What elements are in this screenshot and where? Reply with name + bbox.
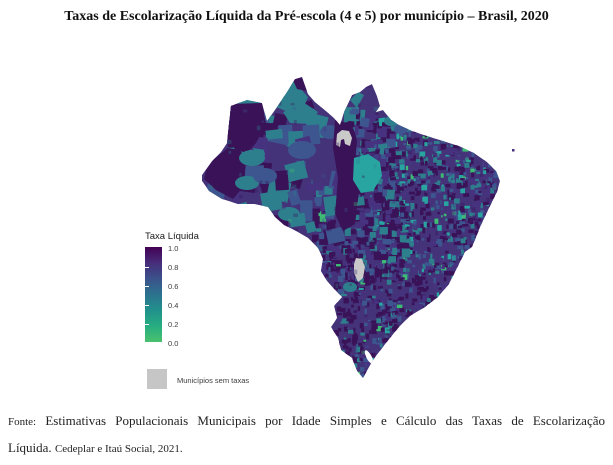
source-credit: Cedeplar e Itaú Social, 2021. [54,443,183,455]
legend-tick-label: 0.6 [168,282,179,291]
source-text: Estimativas Populacionais Municipais por… [45,413,605,428]
legend-tick-mark [145,304,149,306]
legend-tick-label: 0.4 [168,301,179,310]
legend-title: Taxa Líquida [145,231,199,242]
legend-gradient-bar [145,247,162,342]
source-label: Fonte: [8,416,37,428]
no-data-label: Municípios sem taxas [177,376,250,385]
legend-tick-mark [145,323,149,325]
legend-tick-mark [145,285,149,287]
source-caption-line1: Fonte: Estimativas Populacionais Municip… [8,413,605,429]
legend-tick-label: 0.8 [168,263,179,272]
chart-title: Taxas de Escolarização Líquida da Pré-es… [64,9,549,24]
island-municipality-dot [512,149,515,152]
legend-tick-label: 0.0 [168,339,179,348]
source-caption-line2: Líquida. Cedeplar e Itaú Social, 2021. [8,440,605,456]
source-text-cont: Líquida. [8,440,52,455]
legend-tick-mark [145,266,149,268]
legend-tick-label: 1.0 [168,244,179,253]
no-data-swatch [147,369,167,389]
municipality-patches [202,77,500,378]
legend-tick-label: 0.2 [168,320,179,329]
